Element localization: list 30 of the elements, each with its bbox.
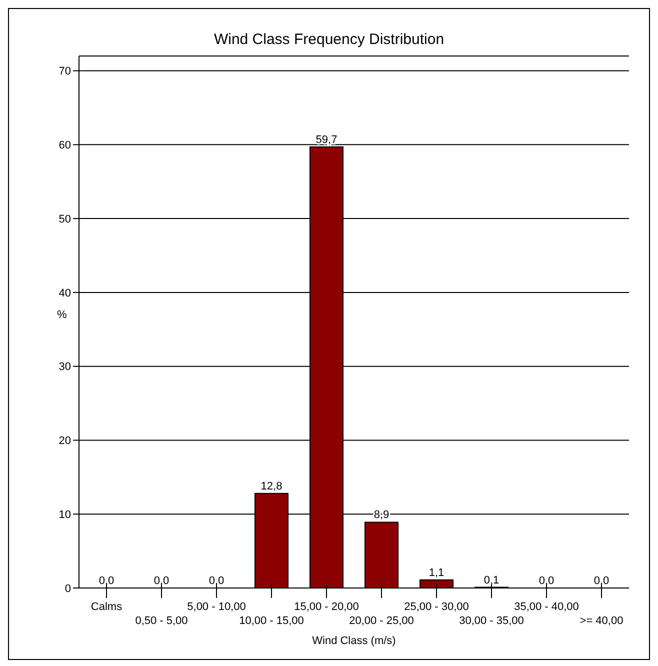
- x-tick-label: 5,00 - 10,00: [187, 601, 246, 613]
- y-tick-label: 70: [58, 66, 71, 78]
- x-tick-label: 20,00 - 25,00: [349, 615, 414, 627]
- chart-title: Wind Class Frequency Distribution: [212, 31, 446, 48]
- x-tick-label: Calms: [90, 601, 123, 613]
- data-label: 59,7: [316, 134, 338, 146]
- data-label: 0,0: [208, 575, 224, 587]
- x-tick-label: 30,00 - 35,00: [459, 615, 524, 627]
- data-label: 1,1: [428, 566, 444, 579]
- x-tick-label: 15,00 - 20,00: [294, 601, 359, 613]
- x-tick-label: 0,50 - 5,00: [135, 615, 188, 627]
- x-tick-label: 10,00 - 15,00: [239, 615, 304, 627]
- data-label: 0,0: [538, 575, 554, 587]
- y-tick-label: 30: [58, 361, 71, 374]
- x-tick-label: >= 40,00: [580, 615, 624, 627]
- y-tick-label: 0: [64, 582, 71, 595]
- y-tick-label: 10: [58, 509, 71, 522]
- data-label: 0,0: [154, 575, 170, 587]
- data-label: 0,0: [594, 575, 610, 587]
- data-label: 12,8: [260, 480, 282, 492]
- data-label: 0,0: [98, 575, 114, 587]
- x-tick-label: 25,00 - 30,00: [404, 601, 469, 613]
- x-axis-title: Wind Class (m/s): [312, 635, 396, 647]
- y-tick-label: 20: [58, 435, 71, 448]
- y-tick-label: 50: [58, 213, 71, 226]
- y-axis-title: %: [57, 309, 67, 321]
- data-label: 0,1: [484, 574, 500, 586]
- y-tick-label: 60: [58, 140, 71, 152]
- y-tick-label: 40: [58, 287, 71, 300]
- x-tick-label: 35,00 - 40,00: [514, 601, 579, 613]
